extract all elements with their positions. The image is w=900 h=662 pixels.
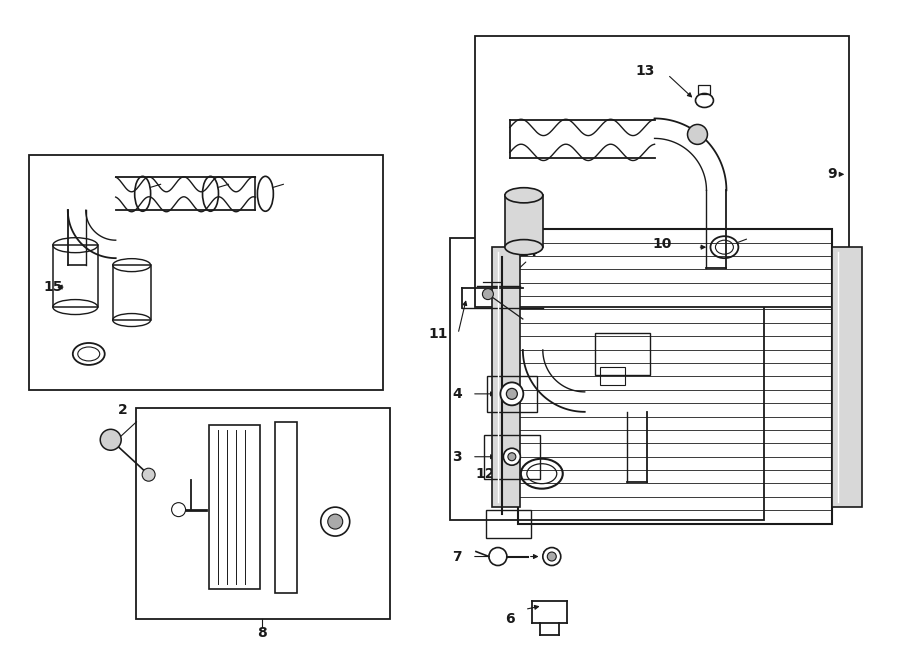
Bar <box>595 333 650 375</box>
Bar <box>29 156 383 390</box>
Circle shape <box>547 552 556 561</box>
Bar <box>112 265 150 320</box>
Text: 15: 15 <box>43 280 63 294</box>
Text: 2: 2 <box>118 403 128 417</box>
Circle shape <box>328 514 343 529</box>
Text: 12: 12 <box>475 467 495 481</box>
Bar <box>53 245 98 307</box>
Text: 5: 5 <box>542 549 552 563</box>
Circle shape <box>543 547 561 565</box>
Bar <box>505 195 543 247</box>
Text: 10: 10 <box>652 237 671 251</box>
Circle shape <box>489 547 507 565</box>
Bar <box>518 229 832 524</box>
Bar <box>492 247 520 506</box>
Circle shape <box>507 389 517 399</box>
Text: 11: 11 <box>428 327 448 341</box>
Text: 13: 13 <box>635 64 654 77</box>
Circle shape <box>688 124 707 144</box>
Circle shape <box>100 429 122 450</box>
Bar <box>275 422 297 593</box>
Text: 8: 8 <box>257 626 267 640</box>
Bar <box>136 408 390 620</box>
Ellipse shape <box>505 188 543 203</box>
Bar <box>698 85 710 95</box>
Circle shape <box>482 289 493 300</box>
Bar <box>209 425 260 589</box>
Circle shape <box>500 383 523 405</box>
Text: 14: 14 <box>518 245 538 259</box>
Bar <box>599 367 625 385</box>
Bar <box>475 36 850 307</box>
Text: 9: 9 <box>828 167 837 181</box>
Text: 4: 4 <box>452 387 462 401</box>
Text: 7: 7 <box>453 549 462 563</box>
Bar <box>487 376 536 412</box>
Ellipse shape <box>505 240 543 255</box>
Bar <box>450 238 764 520</box>
Bar <box>832 247 862 506</box>
Text: 6: 6 <box>505 612 515 626</box>
Circle shape <box>503 448 520 465</box>
Text: 1: 1 <box>837 300 847 314</box>
Text: 3: 3 <box>453 449 462 464</box>
Circle shape <box>142 468 155 481</box>
Circle shape <box>508 453 516 461</box>
Bar <box>486 510 531 538</box>
Bar <box>484 435 540 479</box>
Circle shape <box>172 502 185 516</box>
